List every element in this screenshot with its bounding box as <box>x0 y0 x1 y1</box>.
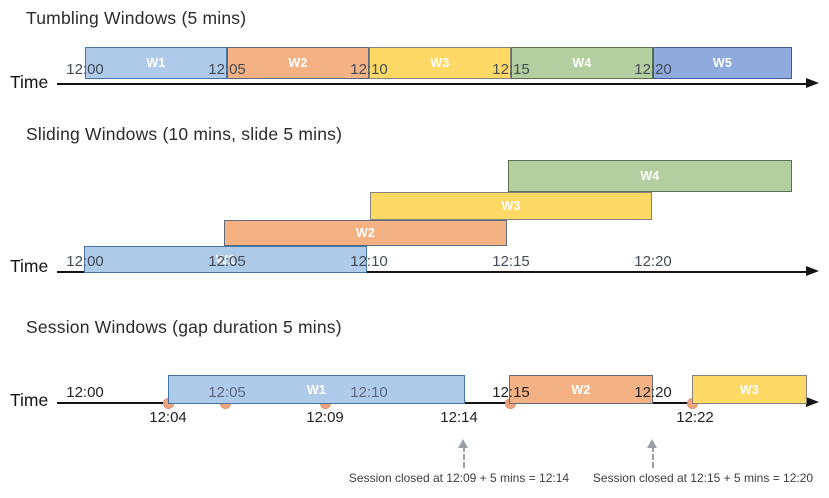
event-time-label: 12:09 <box>306 409 344 426</box>
time-axis-label: Time <box>10 72 49 92</box>
window-label: W4 <box>572 56 592 70</box>
window-bar-w1: W1 <box>85 47 227 79</box>
time-axis-label: Time <box>10 390 49 410</box>
time-tick-label: 12:10 <box>350 253 388 270</box>
window-bar-w1: W1 <box>168 375 465 404</box>
axis-arrowhead-icon <box>806 397 819 407</box>
window-bar-w3: W3 <box>370 192 652 220</box>
time-tick-label: 12:10 <box>350 384 388 401</box>
window-bar-w3: W3 <box>369 47 511 79</box>
event-time-label: 12:04 <box>149 409 187 426</box>
event-time-label: 12:14 <box>440 409 478 426</box>
time-axis-line <box>57 271 807 273</box>
time-tick-label: 12:20 <box>634 384 672 401</box>
section-title: Session Windows (gap duration 5 mins) <box>26 317 342 337</box>
window-bar-w3: W3 <box>692 375 807 404</box>
time-tick-label: 12:00 <box>66 384 104 401</box>
window-bar-w2: W2 <box>509 375 653 404</box>
time-tick-label: 12:05 <box>208 253 246 270</box>
time-axis-line <box>57 83 807 85</box>
window-label: W1 <box>215 252 236 267</box>
window-label: W3 <box>430 56 450 70</box>
window-label: W3 <box>739 382 760 397</box>
window-label: W2 <box>288 56 308 70</box>
arrow-up-icon <box>458 434 468 448</box>
window-bar-w1: W1 <box>84 246 367 273</box>
time-tick-label: 12:10 <box>350 61 388 78</box>
time-tick-label: 12:00 <box>66 61 104 78</box>
time-tick-label: 12:20 <box>634 61 672 78</box>
time-axis-label: Time <box>10 256 49 276</box>
time-tick-label: 12:15 <box>492 253 530 270</box>
time-tick-label: 12:15 <box>492 384 530 401</box>
window-label: W2 <box>571 382 591 397</box>
window-label: W1 <box>146 56 166 70</box>
window-label: W5 <box>712 56 733 70</box>
window-bar-w4: W4 <box>511 47 653 79</box>
time-tick-label: 12:05 <box>208 384 246 401</box>
section-title: Sliding Windows (10 mins, slide 5 mins) <box>26 124 343 144</box>
window-bar-w4: W4 <box>508 160 792 192</box>
session-close-note: Session closed at 12:09 + 5 mins = 12:14 <box>348 471 570 485</box>
window-bar-w2: W2 <box>227 47 369 79</box>
arrow-up-icon <box>647 434 657 448</box>
axis-arrowhead-icon <box>806 78 819 88</box>
window-bar-w2: W2 <box>224 220 507 246</box>
window-label: W3 <box>501 199 521 213</box>
window-label: W1 <box>306 382 327 397</box>
time-tick-label: 12:00 <box>66 253 104 270</box>
session-close-note: Session closed at 12:15 + 5 mins = 12:20 <box>592 471 814 485</box>
time-tick-label: 12:15 <box>492 61 530 78</box>
window-label: W4 <box>640 169 660 183</box>
time-tick-label: 12:05 <box>208 61 246 78</box>
arrow-stem <box>652 446 654 468</box>
event-time-label: 12:22 <box>676 409 714 426</box>
window-bar-w5: W5 <box>653 47 792 79</box>
axis-arrowhead-icon <box>806 266 819 276</box>
time-tick-label: 12:20 <box>634 253 672 270</box>
window-label: W2 <box>355 226 376 240</box>
arrow-stem <box>463 446 465 468</box>
section-title: Tumbling Windows (5 mins) <box>26 8 247 28</box>
